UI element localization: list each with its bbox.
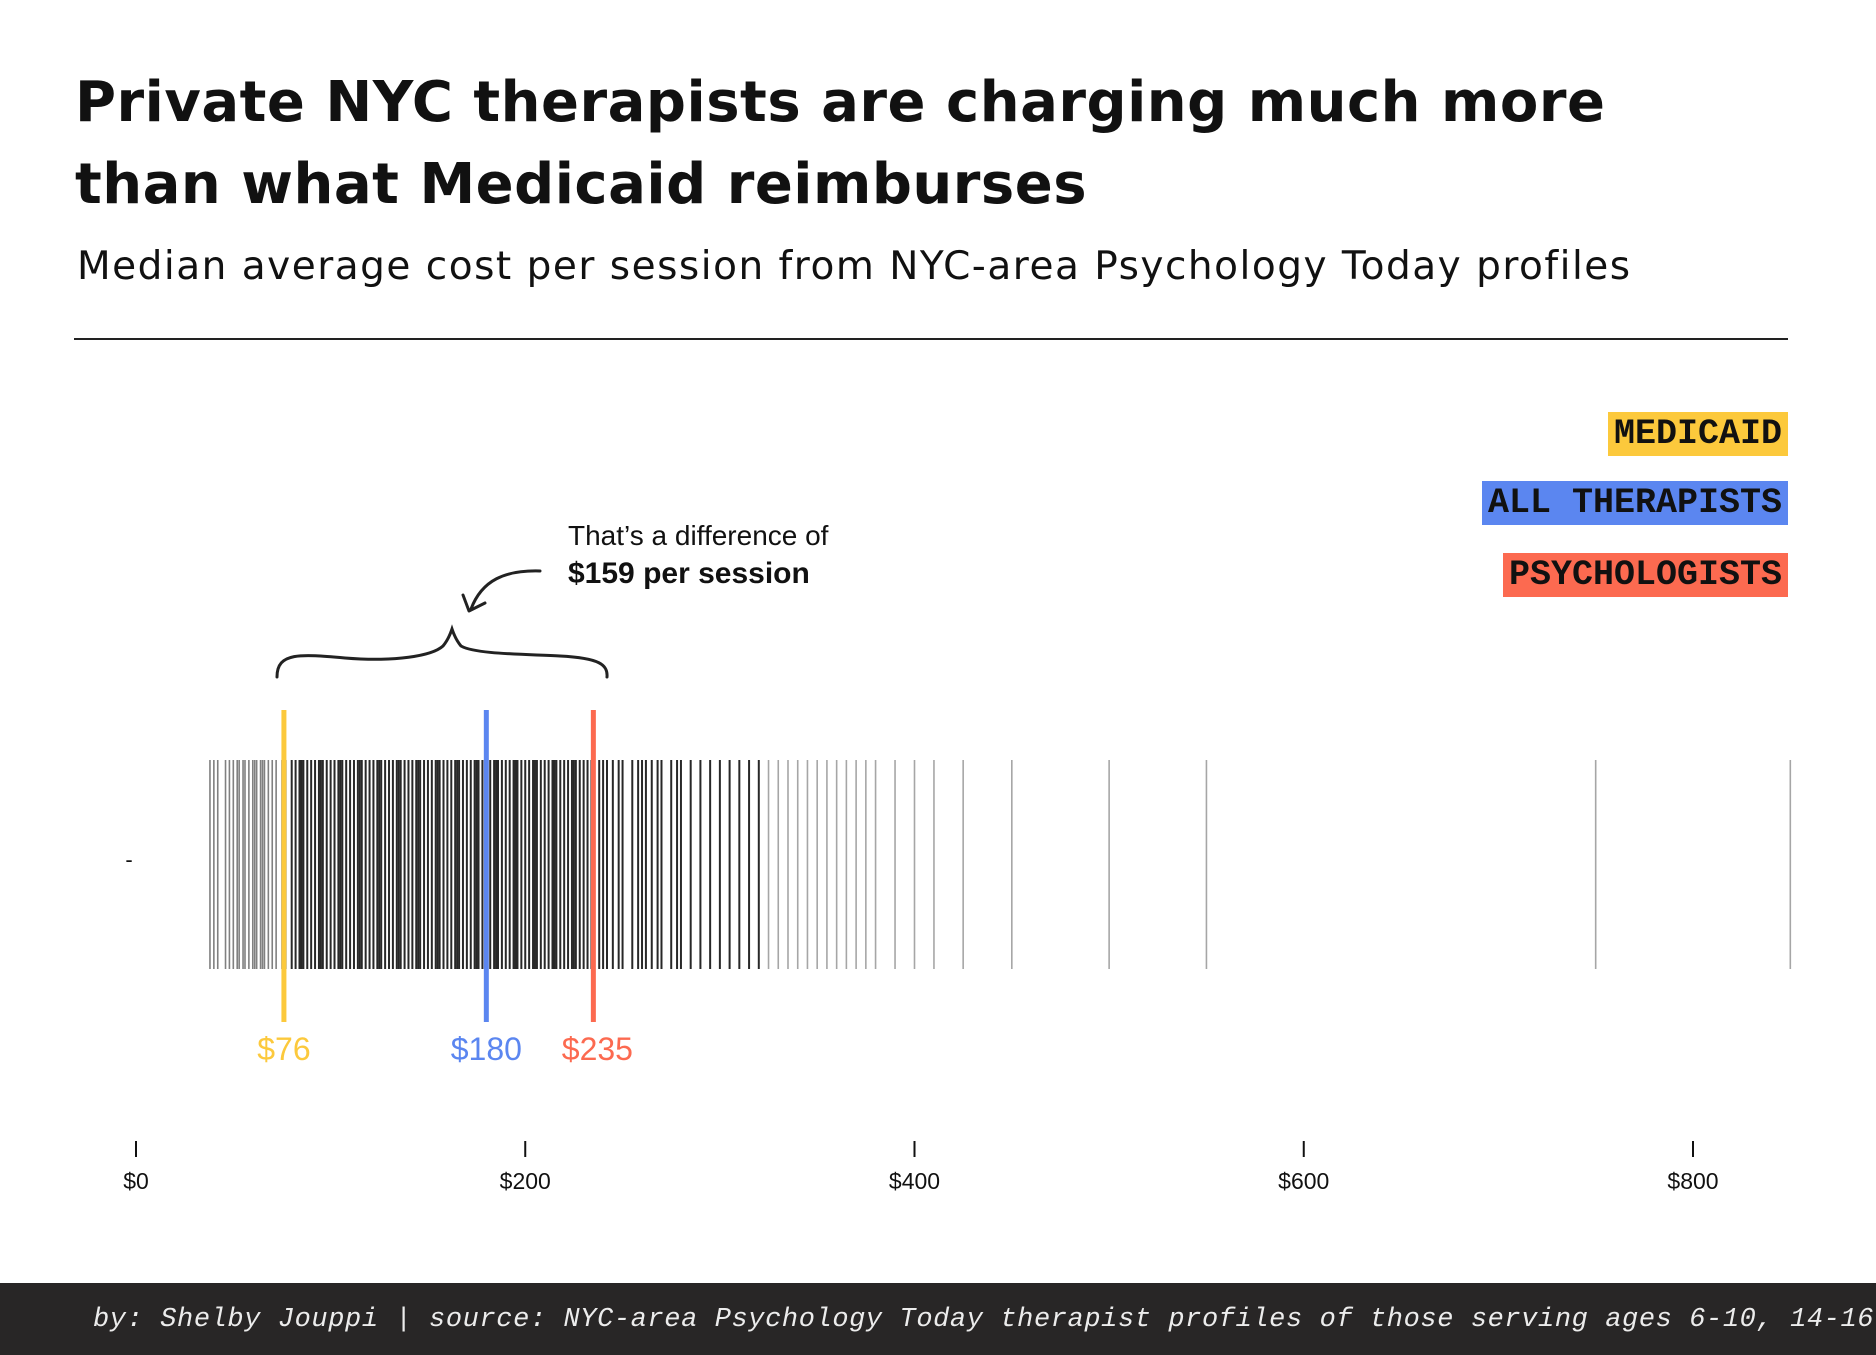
- legend-medicaid: MEDICAID: [1607, 412, 1788, 456]
- median-label-all-therapists: $180: [451, 1031, 522, 1067]
- x-tick-label: $400: [889, 1168, 940, 1194]
- x-tick-label: $800: [1667, 1168, 1718, 1194]
- x-tick-label: $200: [500, 1168, 551, 1194]
- median-label-psychologists: $235: [562, 1031, 633, 1067]
- median-label-medicaid: $76: [257, 1031, 310, 1067]
- legend-all-therapists: ALL THERAPISTS: [1481, 481, 1788, 525]
- annotation-line-1: That’s a difference of: [568, 520, 829, 551]
- annotation-line-2: $159 per session: [568, 557, 810, 590]
- median-lines: $76 $180 $235: [257, 710, 633, 1067]
- chart-subtitle: Median average cost per session from NYC…: [77, 244, 1632, 289]
- strip-chart: $76 $180 $235 That’s a difference of $159 …: [123, 520, 1792, 1194]
- annotation-arrow: [469, 569, 542, 611]
- y-tick-label: -: [125, 847, 132, 872]
- legend-psychologists: PSYCHOLOGISTS: [1502, 553, 1788, 597]
- source-credit: by: Shelby Jouppi | source: NYC-area Psy…: [93, 1305, 1875, 1335]
- arrowhead-icon: [461, 593, 487, 613]
- header-divider: [74, 338, 1788, 340]
- price-strips: [209, 760, 1792, 969]
- x-tick-label: $0: [123, 1168, 149, 1194]
- x-axis: $0 $200 $400 $600 $800: [123, 1141, 1719, 1194]
- footer-bar: by: Shelby Jouppi | source: NYC-area Psy…: [0, 1283, 1876, 1355]
- chart-title: Private NYC therapists are charging much…: [75, 70, 1606, 217]
- difference-bracket: [275, 624, 609, 679]
- x-tick-label: $600: [1278, 1168, 1329, 1194]
